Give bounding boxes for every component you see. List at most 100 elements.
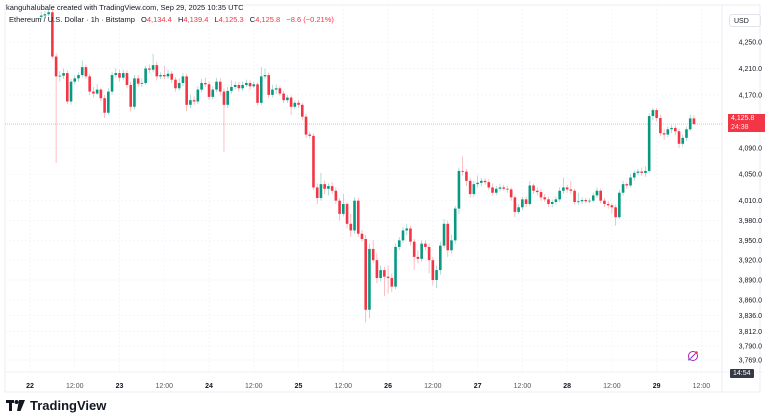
candle-body <box>356 200 360 234</box>
candle-body <box>360 233 364 240</box>
candle-down <box>256 82 259 106</box>
candle-down <box>118 69 121 82</box>
candle-up <box>226 86 229 109</box>
candle-body <box>409 228 412 242</box>
candle-body <box>524 199 528 204</box>
candle-down <box>655 108 658 122</box>
candle-body <box>439 245 442 271</box>
time-tick-label: 12:00 <box>156 383 174 390</box>
candle-body <box>480 180 483 183</box>
candle-body <box>688 118 692 130</box>
candle-body <box>140 82 144 84</box>
candle-up <box>233 81 237 90</box>
candle-up <box>353 197 356 234</box>
candle-down <box>461 156 464 176</box>
candle-down <box>375 253 379 284</box>
candle-body <box>420 243 423 259</box>
candle-body <box>595 190 599 196</box>
candle-body <box>353 200 356 231</box>
candle-down <box>543 194 547 202</box>
symbol-name[interactable]: Ethereum / U.S. Dollar · 1h · Bitstamp <box>9 15 135 24</box>
candle-body <box>162 75 166 77</box>
candle-body <box>99 89 103 99</box>
candle-down <box>610 203 614 214</box>
candle-down <box>412 239 416 271</box>
candle-down <box>267 72 271 99</box>
candle-body <box>54 56 58 77</box>
candle-body <box>379 270 382 279</box>
candle-up <box>368 243 371 319</box>
candle-body <box>345 203 349 224</box>
time-tick-label: 12:00 <box>335 383 353 390</box>
candle-up <box>327 183 330 196</box>
candle-down <box>569 180 573 195</box>
candle-body <box>494 188 498 193</box>
candle-up <box>595 187 599 199</box>
time-axis[interactable]: 22 12:00 23 12:00 24 12:00 25 12:00 26 12:00 27 12:… <box>26 383 710 390</box>
candle-body <box>92 91 95 94</box>
candle-body <box>677 131 681 144</box>
candle-body <box>390 278 394 287</box>
candle-body <box>435 270 438 281</box>
drawing-tool-icon[interactable] <box>687 351 698 361</box>
candle-up <box>450 235 453 254</box>
candle-up <box>618 190 621 220</box>
candle-up <box>636 168 640 176</box>
candle-body <box>245 82 248 85</box>
candle-body <box>368 248 371 310</box>
candle-up <box>319 172 323 201</box>
candle-down <box>662 129 666 140</box>
candle-up <box>121 69 125 81</box>
candle-body <box>509 189 513 198</box>
candle-up <box>558 187 561 202</box>
candle-body <box>450 240 453 251</box>
time-tick-label: 25 <box>295 383 303 390</box>
candle-body <box>80 67 84 76</box>
candle-body <box>289 97 293 107</box>
candle-body <box>528 185 532 204</box>
candle-down <box>427 243 431 274</box>
candle-up <box>58 71 62 82</box>
time-tick-label: 27 <box>474 383 482 390</box>
time-tick-label: 24 <box>205 383 213 390</box>
candle-body <box>88 76 91 92</box>
candle-body <box>177 82 181 89</box>
candle-up <box>286 94 289 103</box>
candle-body <box>573 190 576 202</box>
symbol-legend: Ethereum / U.S. Dollar · 1h · Bitstamp O… <box>9 15 334 24</box>
candle-body <box>431 260 435 281</box>
candle-up <box>472 180 476 197</box>
candle-body <box>461 170 464 172</box>
candle-body <box>588 200 591 202</box>
candle-up <box>271 84 274 98</box>
candle-body <box>476 182 479 185</box>
candle-body <box>364 239 367 310</box>
candle-up <box>80 60 84 78</box>
candle-up <box>588 198 591 204</box>
candle-up <box>230 80 233 94</box>
open-label: O <box>140 15 147 24</box>
candle-up <box>442 219 446 249</box>
candle-body <box>204 82 207 85</box>
candle-body <box>397 240 401 247</box>
currency-button[interactable]: USD <box>729 14 761 27</box>
candle-down <box>289 95 293 115</box>
candle-down <box>162 65 166 80</box>
chart-frame <box>4 4 761 393</box>
candle-down <box>424 240 427 251</box>
candle-body <box>133 78 136 107</box>
candle-body <box>189 100 192 105</box>
candle-body <box>237 84 241 89</box>
candle-down <box>483 178 487 185</box>
candle-up <box>577 192 580 205</box>
price-axis[interactable]: 4,250.0 4,210.0 4,170.0 4,090.0 4,050.0 4,010… <box>739 40 762 365</box>
candle-down <box>99 87 103 102</box>
candle-body <box>427 246 431 261</box>
candle-up <box>39 11 43 20</box>
tradingview-logo[interactable]: TradingView <box>6 398 106 413</box>
candle-up <box>405 223 409 236</box>
candle-body <box>446 223 450 251</box>
candle-up <box>215 77 218 93</box>
time-tick-label: 29 <box>653 383 661 390</box>
